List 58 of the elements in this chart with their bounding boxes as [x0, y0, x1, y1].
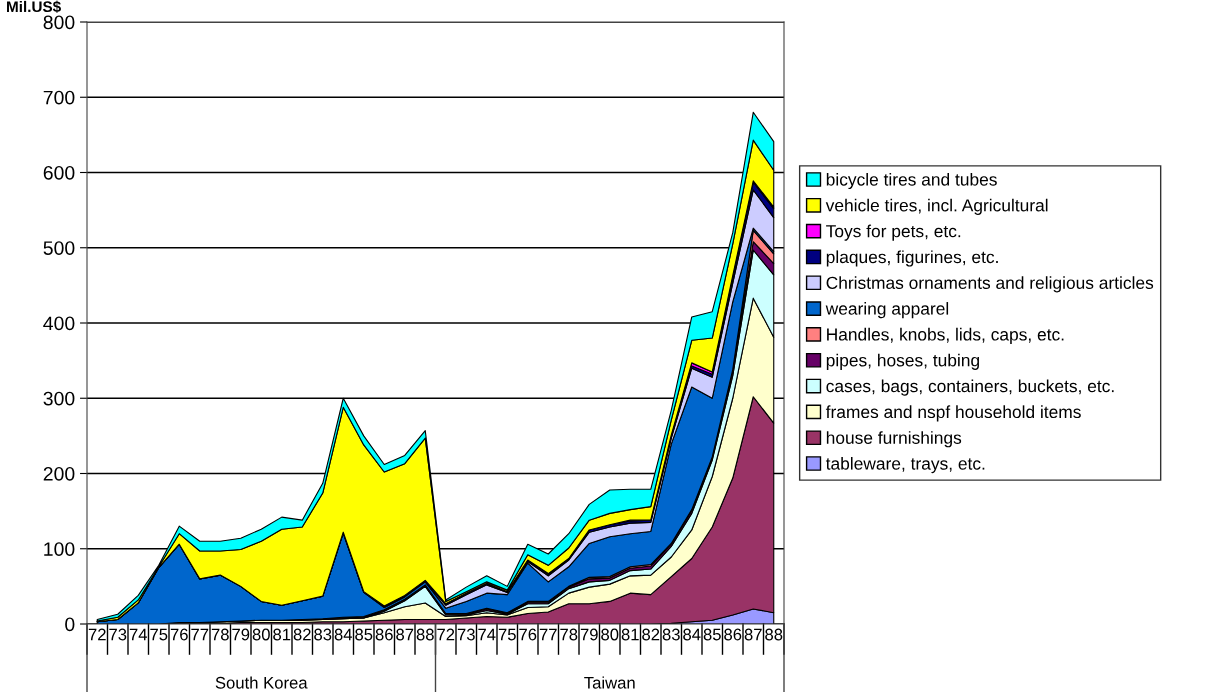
- x-tick-label: 83: [314, 628, 332, 641]
- y-tick-label: 100: [44, 542, 75, 556]
- legend-label: frames and nspf household items: [825, 405, 1081, 422]
- x-tick-label: 74: [478, 628, 496, 641]
- y-tick-label: 300: [43, 391, 75, 406]
- x-tick-label: 83: [662, 628, 680, 641]
- x-tick-label: 76: [519, 628, 537, 641]
- y-tick-label: 400: [43, 316, 75, 331]
- legend-label: Christmas ornaments and religious articles: [826, 276, 1154, 293]
- x-tick-label: 77: [539, 628, 557, 641]
- x-tick-label: 76: [170, 628, 188, 641]
- x-tick-label: 73: [457, 628, 475, 641]
- x-tick-label: 82: [293, 628, 311, 641]
- x-tick-label: 73: [109, 628, 127, 641]
- legend-label: pipes, hoses, tubing: [826, 353, 979, 370]
- legend-label: vehicle tires, incl. Agricultural: [825, 198, 1048, 215]
- y-tick-label: 200: [43, 466, 75, 481]
- x-tick-label: 74: [129, 628, 148, 641]
- x-tick-label: 78: [211, 628, 229, 641]
- x-tick-label: 85: [703, 628, 721, 641]
- y-axis-title: Mil.US$: [7, 0, 61, 14]
- legend-label: Handles, knobs, lids, caps, etc.: [827, 327, 1064, 345]
- legend-label: Toys for pets, etc.: [826, 224, 961, 241]
- x-tick-label: 87: [744, 628, 762, 641]
- x-tick-label: 84: [683, 628, 701, 641]
- legend-label: bicycle tires and tubes: [826, 172, 997, 190]
- x-tick-label: 81: [621, 628, 639, 641]
- x-tick-label: 75: [498, 628, 516, 641]
- x-tick-label: 78: [560, 628, 578, 641]
- y-tick-label: 0: [65, 617, 75, 632]
- y-tick-label: 600: [43, 165, 75, 180]
- y-tick-label: 800: [43, 15, 75, 30]
- legend-label: wearing apparel: [825, 302, 949, 319]
- x-tick-label: 87: [396, 628, 414, 641]
- x-tick-label: 80: [252, 628, 270, 641]
- x-tick-label: 72: [88, 628, 106, 641]
- text: South Korea: [215, 676, 308, 689]
- x-tick-label: 82: [642, 628, 660, 641]
- x-tick-label: 77: [191, 628, 209, 641]
- legend-label: cases, bags, containers, buckets, etc.: [826, 379, 1114, 396]
- legend-label: tableware, trays, etc.: [825, 456, 985, 474]
- x-tick-label: 79: [232, 628, 250, 641]
- text: Taiwan: [584, 676, 635, 689]
- x-tick-label: 86: [724, 628, 742, 641]
- x-tick-label: 81: [273, 628, 291, 641]
- x-tick-label: 72: [437, 628, 455, 641]
- y-tick-label: 700: [43, 90, 75, 105]
- legend-label: house furnishings: [826, 431, 962, 448]
- x-tick-label: 79: [580, 628, 598, 641]
- x-tick-label: 75: [150, 628, 168, 641]
- x-tick-label: 88: [416, 628, 434, 641]
- x-tick-label: 88: [765, 628, 783, 641]
- x-tick-label: 86: [375, 628, 393, 641]
- x-tick-label: 84: [334, 628, 353, 641]
- legend-label: plaques, figurines, etc.: [826, 250, 998, 267]
- x-tick-label: 80: [601, 628, 619, 641]
- x-tick-label: 85: [355, 628, 373, 641]
- y-tick-label: 500: [43, 241, 75, 255]
